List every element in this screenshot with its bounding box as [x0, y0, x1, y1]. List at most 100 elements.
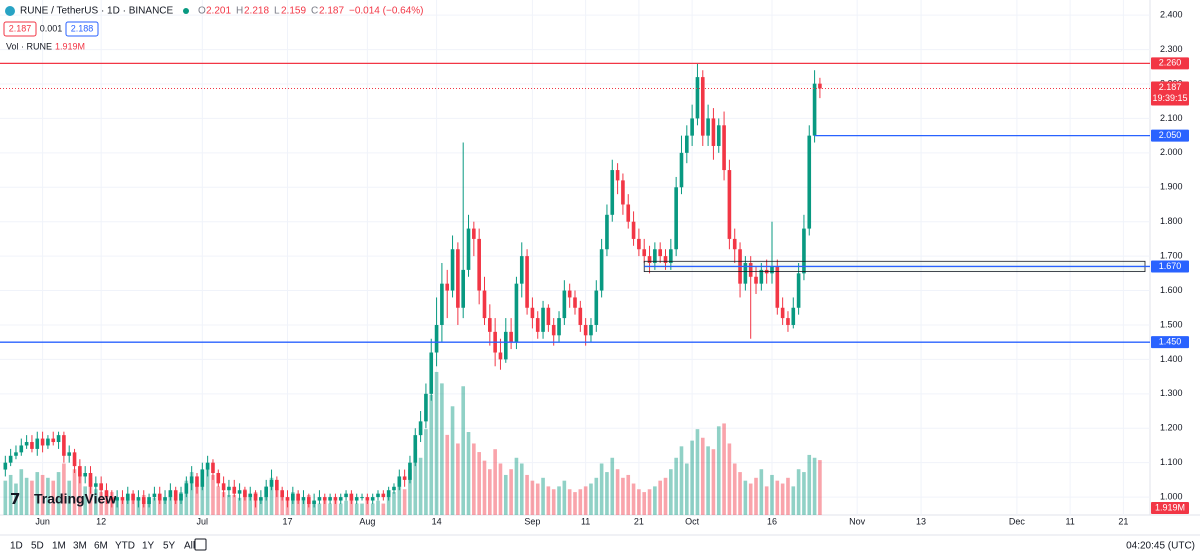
candle-body — [322, 497, 327, 501]
volume-bar — [706, 446, 710, 515]
volume-bar — [354, 503, 359, 515]
volume-bar — [647, 489, 652, 515]
candle-body — [333, 497, 338, 501]
volume-bar — [46, 477, 50, 515]
date-range-icon[interactable] — [194, 538, 207, 551]
volume-bar — [434, 371, 439, 515]
candle-body — [179, 493, 183, 501]
candle-body — [472, 228, 476, 239]
candle-body — [684, 135, 689, 153]
candle-body — [647, 256, 652, 264]
interval-button[interactable]: 5Y — [163, 541, 176, 552]
ohlc-key: H — [236, 6, 243, 17]
interval-button[interactable]: 1Y — [142, 541, 155, 552]
interval-button[interactable]: 6M — [94, 541, 108, 552]
bid-box[interactable] — [3, 21, 37, 37]
volume-bar — [402, 489, 407, 515]
volume-bar — [748, 483, 753, 515]
candle-body — [344, 493, 348, 498]
volume-bar — [104, 494, 109, 515]
candle-body — [19, 445, 24, 453]
candle-body — [275, 479, 279, 491]
interval-button[interactable]: 1D — [10, 541, 23, 552]
candle-body — [503, 331, 508, 360]
candle-body — [264, 486, 269, 498]
candle-body — [626, 204, 631, 222]
clock: 04:20:45 (UTC) — [1126, 541, 1195, 552]
volume-bar — [567, 489, 572, 515]
status-dot — [183, 8, 189, 14]
candle-body — [653, 249, 657, 264]
volume-bar — [674, 457, 678, 515]
interval-button[interactable]: 3M — [73, 541, 87, 552]
volume-bar — [322, 500, 327, 515]
candle-body — [450, 249, 455, 291]
volume-bar — [397, 486, 402, 515]
candle-body — [509, 331, 513, 343]
volume-bar — [227, 494, 231, 515]
level-tag — [1151, 129, 1189, 142]
candle-body — [466, 228, 471, 270]
candle-body — [429, 352, 434, 394]
candle-body — [78, 466, 82, 477]
x-tick-label: Nov — [849, 516, 866, 526]
volume-bar — [807, 454, 812, 515]
y-tick-label: 1.600 — [1160, 285, 1183, 295]
candle-body — [317, 497, 322, 501]
y-tick-label: 2.100 — [1160, 113, 1183, 123]
candle-body — [786, 318, 790, 325]
interval-button[interactable]: YTD — [115, 541, 135, 552]
y-tick-label: 1.300 — [1160, 388, 1183, 398]
candle-body — [434, 324, 439, 353]
volume-bar — [440, 383, 444, 515]
x-tick-label: 21 — [634, 516, 644, 526]
y-tick-label: 1.900 — [1160, 182, 1183, 192]
candle-body — [381, 493, 386, 498]
volume-bar — [477, 452, 481, 515]
volume-bar — [312, 500, 316, 515]
candle-body — [594, 290, 599, 325]
ohlc-value: 2.201 — [206, 6, 231, 17]
volume-bar — [786, 477, 790, 515]
volume-bar — [40, 474, 45, 515]
volume-title: Vol · RUNE — [6, 41, 52, 51]
volume-bar — [445, 434, 450, 515]
candle-body — [631, 221, 636, 239]
candle-body — [51, 438, 56, 443]
volume-bar — [221, 492, 226, 515]
interval-button[interactable]: 5D — [31, 541, 44, 552]
volume-bar — [466, 432, 471, 515]
volume-bar — [599, 463, 604, 515]
volume-bar — [562, 480, 567, 515]
volume-bar — [642, 492, 647, 515]
volume-bar — [200, 469, 205, 515]
candle-body — [445, 283, 450, 291]
candle-body — [402, 476, 407, 480]
ohlc-value: 2.159 — [281, 6, 306, 17]
candle-body — [216, 473, 221, 484]
candle-body — [8, 455, 13, 463]
current-price-label: 2.187 — [1159, 82, 1182, 92]
candle-body — [456, 249, 460, 308]
y-tick-label: 1.100 — [1160, 457, 1183, 467]
volume-bar — [669, 469, 673, 515]
ask-box[interactable] — [65, 21, 99, 37]
x-tick-label: 14 — [432, 516, 442, 526]
volume-bar — [732, 463, 737, 515]
volume-bar — [344, 500, 348, 515]
candle-body — [780, 307, 785, 319]
candle-body — [184, 483, 189, 494]
volume-bar — [546, 486, 551, 515]
candle-body — [3, 462, 8, 470]
interval-button[interactable]: All — [184, 541, 195, 552]
volume-bar — [605, 472, 609, 515]
candle-body — [141, 497, 146, 504]
x-tick-label: 11 — [581, 516, 590, 526]
candle-body — [812, 83, 817, 136]
interval-button[interactable]: 1M — [52, 541, 66, 552]
volume-bar — [275, 489, 279, 515]
volume-bar — [333, 500, 338, 515]
volume-bar — [775, 480, 780, 515]
volume-bar — [163, 497, 167, 515]
candle-body — [280, 490, 284, 498]
